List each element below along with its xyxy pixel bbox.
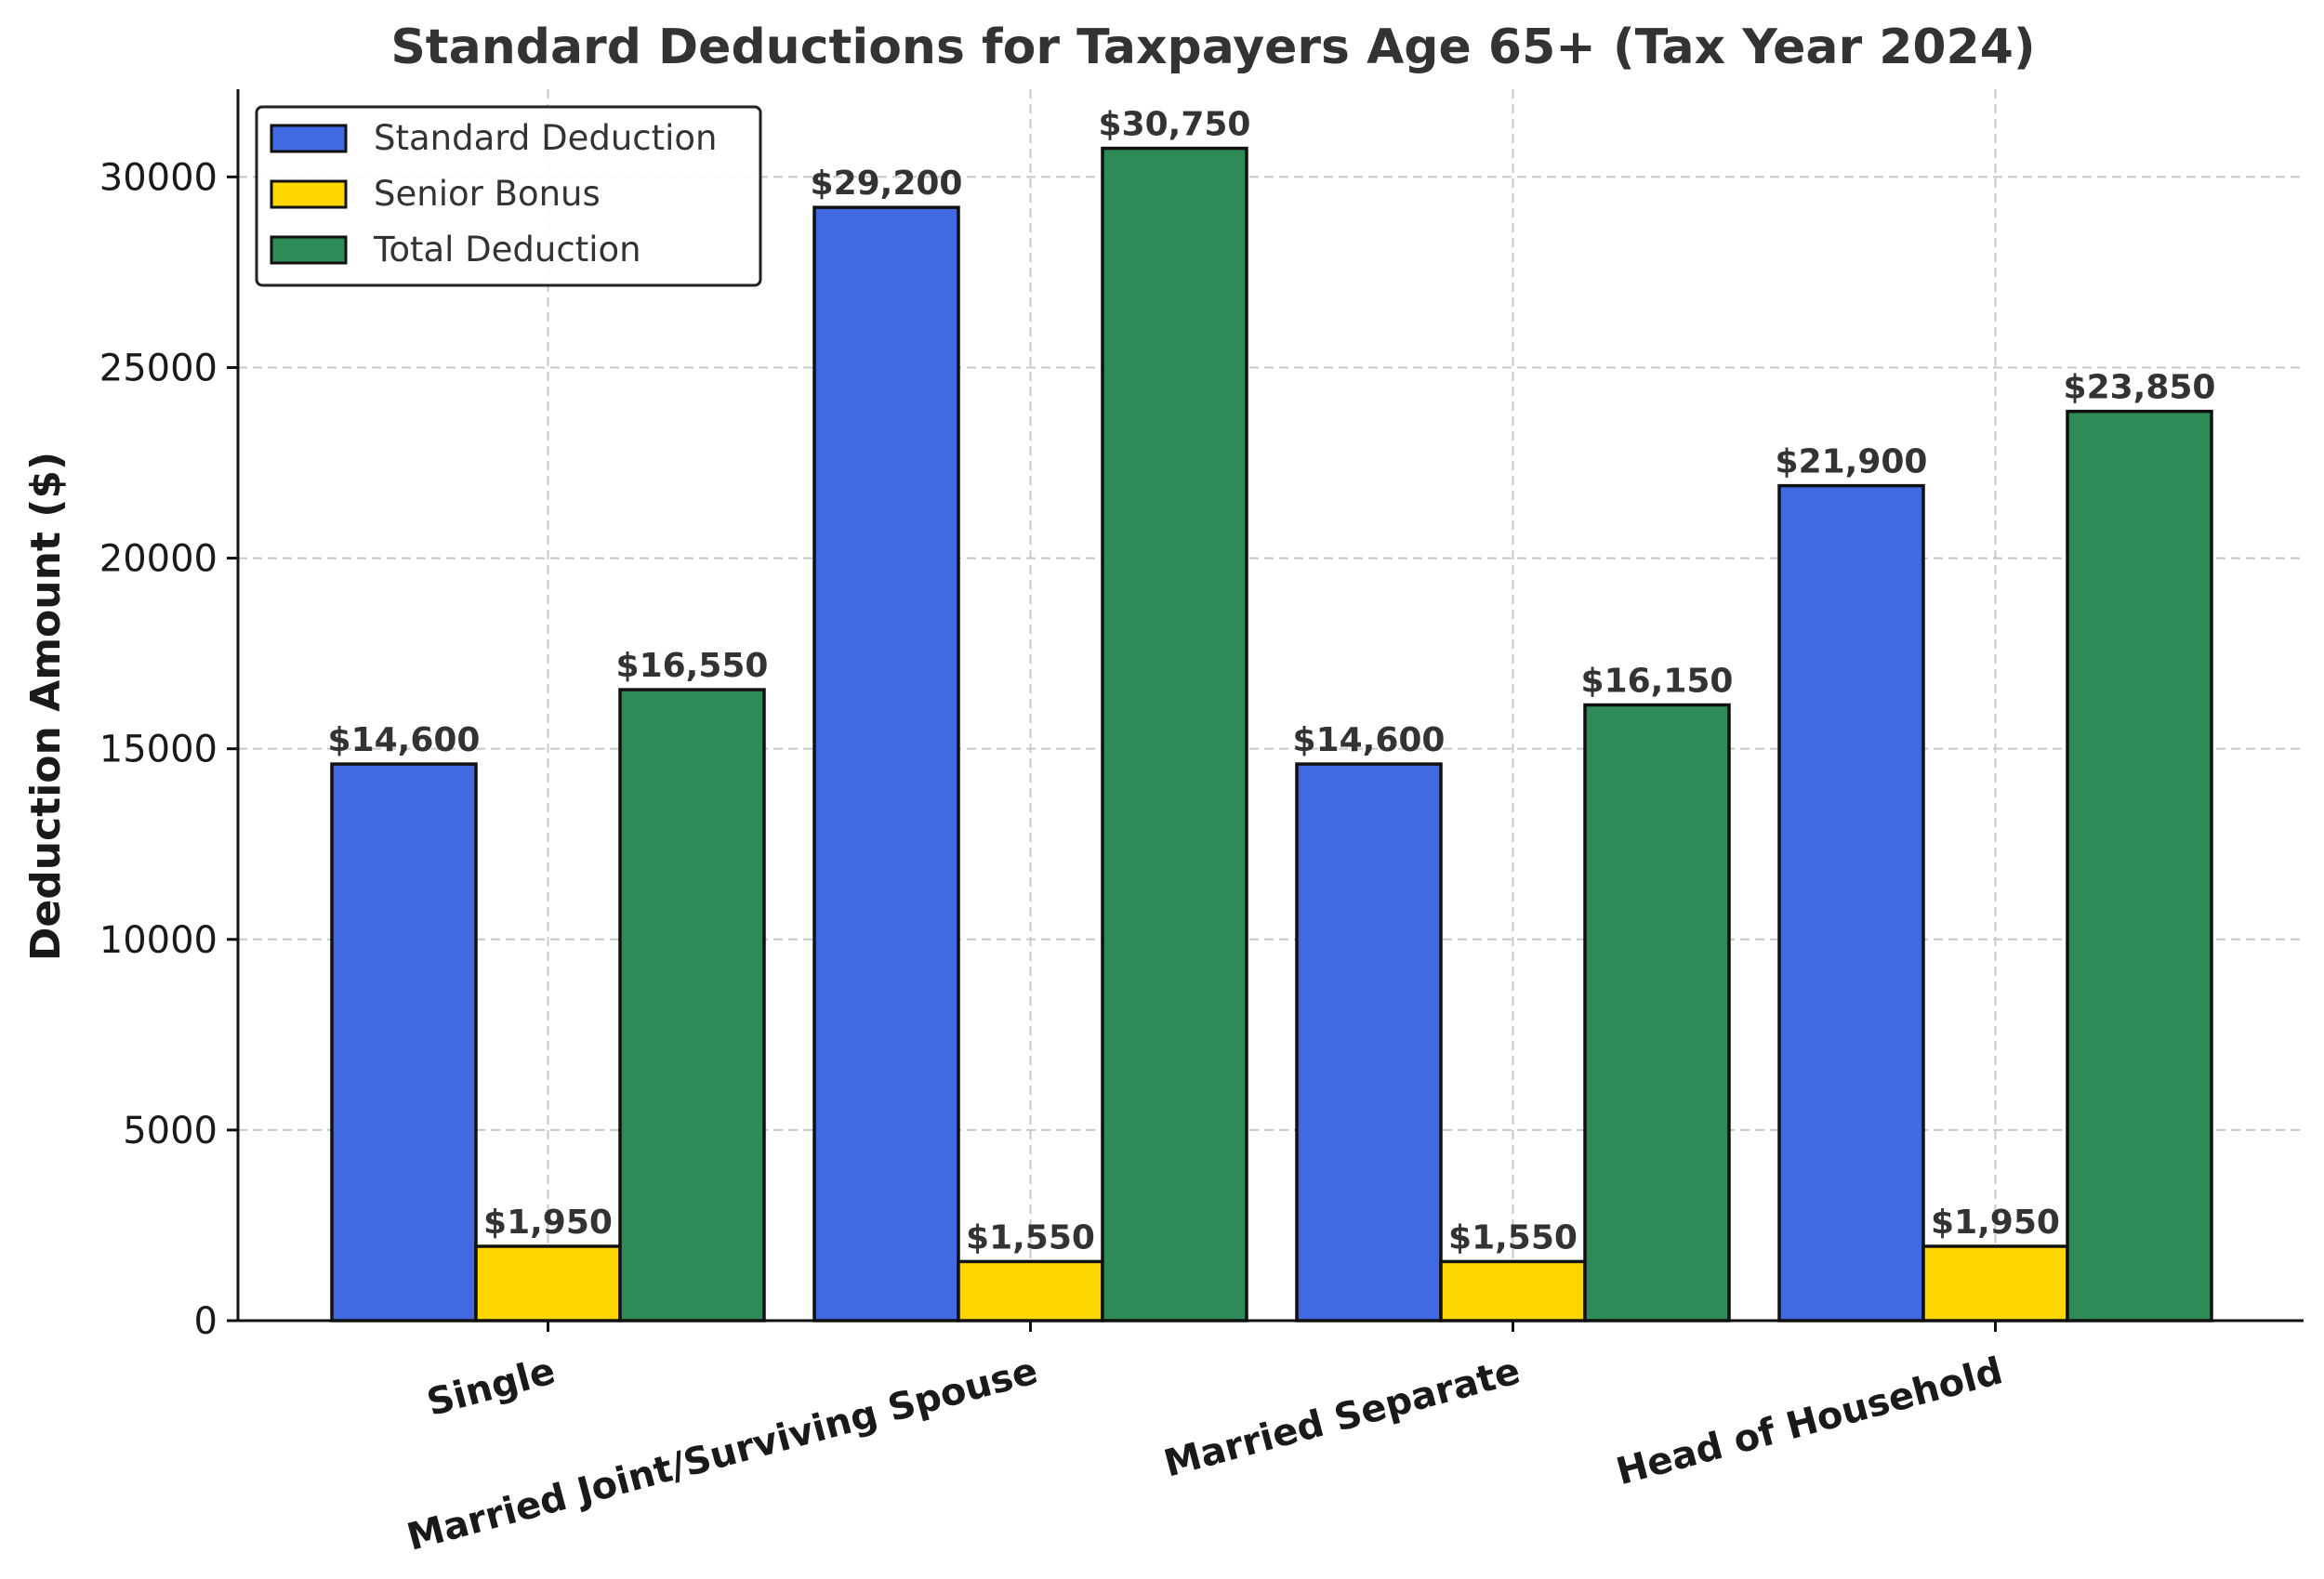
bar-senior-bonus [1439,1259,1587,1322]
y-tick-label: 10000 [99,919,218,962]
legend-frame [255,105,762,287]
legend-label: Standard Deduction [374,118,718,158]
data-label: $16,150 [1581,663,1734,701]
bar-total-deduction [1101,146,1248,1322]
data-label: $1,950 [1931,1204,2060,1242]
legend-label: Total Deduction [373,230,641,270]
data-label: $14,600 [1293,721,1446,759]
bar-standard-deduction [1777,483,1925,1322]
bar-senior-bonus [474,1244,622,1322]
data-label: $1,950 [483,1204,613,1242]
legend-swatch [270,235,348,265]
bar-series [330,146,2213,1322]
data-label: $29,200 [811,164,963,203]
data-labels: $14,600 $29,200 $14,600 $21,900 $1,950 $1,550… [328,106,2216,1257]
x-tick-label: Head of Household [1612,1349,2007,1493]
y-tick-label: 30000 [99,156,218,199]
bar-standard-deduction [330,762,478,1322]
y-tick-label: 5000 [123,1110,218,1152]
data-label: $1,550 [966,1218,1095,1257]
y-axis-label: Deduction Amount ($) [22,452,70,961]
bar-standard-deduction [1295,762,1443,1322]
data-label: $30,750 [1099,106,1251,144]
data-label: $16,550 [616,647,769,685]
bar-senior-bonus [1921,1244,2069,1322]
data-label: $1,550 [1448,1218,1578,1257]
gridlines [238,89,2304,1321]
y-tick-label: 15000 [99,729,218,771]
bar-total-deduction [2066,409,2213,1322]
y-tick-label: 0 [194,1300,218,1343]
x-tick-label: Single [423,1349,561,1425]
data-label: $14,600 [328,721,481,759]
bar-standard-deduction [812,205,960,1322]
y-tick-label: 20000 [99,538,218,581]
chart-title: Standard Deductions for Taxpayers Age 65… [390,20,2035,75]
data-label: $23,850 [2064,369,2216,407]
legend-swatch [270,179,348,209]
legend-swatch [270,124,348,153]
x-tick-label: Married Separate [1159,1349,1525,1485]
legend: Standard Deduction Senior Bonus Total Dedu… [255,105,762,287]
bar-total-deduction [618,688,766,1322]
data-label: $21,900 [1776,443,1928,481]
legend-label: Senior Bonus [374,174,601,214]
y-tick-label: 25000 [99,347,218,389]
bar-total-deduction [1583,703,1731,1322]
bar-senior-bonus [957,1259,1104,1322]
